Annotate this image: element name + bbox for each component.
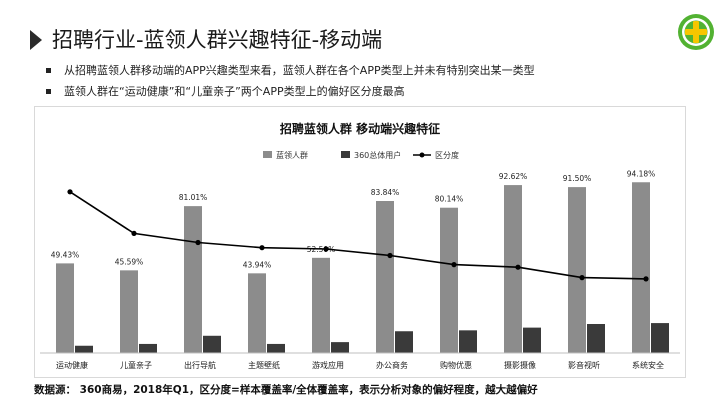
bar-value-label: 45.59% xyxy=(115,257,144,266)
x-tick-label: 儿童亲子 xyxy=(120,360,152,370)
x-tick-label: 游戏应用 xyxy=(312,360,344,370)
bar-overall-users xyxy=(395,331,413,353)
legend-line-marker xyxy=(419,152,425,158)
data-source-note: 数据源： 360商易，2018年Q1，区分度=样本覆盖率/全体覆盖率，表示分析对… xyxy=(34,384,538,396)
bar-overall-users xyxy=(75,345,93,353)
bar-blue-collar xyxy=(632,182,650,353)
bar-value-label: 81.01% xyxy=(179,193,208,202)
chart-title: 招聘蓝领人群 移动端兴趣特征 xyxy=(280,121,440,136)
bar-overall-users xyxy=(587,323,605,353)
bar-value-label: 83.84% xyxy=(371,188,400,197)
line-point xyxy=(131,230,137,236)
line-point xyxy=(451,262,457,268)
bar-blue-collar xyxy=(184,206,202,353)
bullet-item: 蓝领人群在“运动健康”和“儿童亲子”两个APP类型上的偏好区分度最高 xyxy=(42,81,702,102)
bar-overall-users xyxy=(139,343,157,353)
discrimination-line-path xyxy=(69,191,647,280)
line-point xyxy=(579,275,585,281)
line-point xyxy=(323,246,329,252)
360-plus-logo-icon xyxy=(678,14,714,50)
bar-blue-collar xyxy=(56,263,74,353)
x-tick-label: 运动健康 xyxy=(56,360,88,370)
line-point xyxy=(387,252,393,259)
line-point xyxy=(643,276,649,282)
bar-value-label: 92.62% xyxy=(499,172,528,181)
bar-value-label: 94.18% xyxy=(627,169,656,178)
legend-swatch-blue-collar xyxy=(263,151,272,158)
bar-overall-users xyxy=(331,342,349,353)
chart-legend: 蓝领人群 360总体用户 区分度 xyxy=(263,150,459,160)
bar-blue-collar xyxy=(248,273,266,353)
bar-overall-users xyxy=(459,330,477,353)
legend-label: 蓝领人群 xyxy=(276,150,308,160)
page-title: 招聘行业-蓝领人群兴趣特征-移动端 xyxy=(52,28,383,52)
x-tick-label: 影音视听 xyxy=(568,360,600,370)
x-tick-label: 摄影摄像 xyxy=(504,360,536,370)
title-arrow-icon xyxy=(30,30,42,50)
interest-chart: 招聘蓝领人群 移动端兴趣特征 蓝领人群 360总体用户 区分度 49.43% 45.5… xyxy=(40,121,680,370)
x-tick-label: 出行导航 xyxy=(184,360,216,370)
summary-bullets: 从招聘蓝领人群移动端的APP兴趣类型来看，蓝领人群在各个APP类型上并未有特别突… xyxy=(42,60,702,102)
line-point xyxy=(195,239,201,246)
x-tick-label: 主题壁纸 xyxy=(248,360,280,370)
bar-overall-users xyxy=(523,327,541,353)
x-tick-label: 办公商务 xyxy=(376,360,408,370)
x-axis-labels: 运动健康 儿童亲子 出行导航 主题壁纸 游戏应用 办公商务 购物优惠 摄影摄像 影音视听 系统安全 xyxy=(56,360,664,370)
bars-blue-collar xyxy=(56,182,650,353)
bar-value-label: 80.14% xyxy=(435,195,464,204)
x-tick-label: 购物优惠 xyxy=(440,360,472,370)
bar-overall-users xyxy=(267,343,285,353)
bullet-item: 从招聘蓝领人群移动端的APP兴趣类型来看，蓝领人群在各个APP类型上并未有特别突… xyxy=(42,60,702,81)
line-point xyxy=(67,189,73,195)
slide-header: 招聘行业-蓝领人群兴趣特征-移动端 xyxy=(30,20,670,56)
legend-label: 360总体用户 xyxy=(354,150,401,160)
line-point xyxy=(259,245,265,251)
bar-overall-users xyxy=(203,335,221,353)
bar-blue-collar xyxy=(120,270,138,353)
legend-label: 区分度 xyxy=(435,150,459,160)
x-tick-label: 系统安全 xyxy=(632,360,664,370)
bar-blue-collar xyxy=(504,185,522,353)
bar-value-label: 43.94% xyxy=(243,260,272,269)
discrimination-line xyxy=(67,189,649,282)
line-point xyxy=(515,264,521,270)
legend-swatch-overall xyxy=(341,151,350,158)
bar-blue-collar xyxy=(440,207,458,353)
bar-value-label: 49.43% xyxy=(51,250,80,259)
bars-overall-users xyxy=(75,323,669,353)
bar-value-label: 91.50% xyxy=(563,174,592,183)
bar-overall-users xyxy=(651,323,669,353)
bar-value-labels: 49.43%45.59%81.01%43.94%52.50%83.84%80.1… xyxy=(51,169,656,269)
chart-container: 招聘蓝领人群 移动端兴趣特征 蓝领人群 360总体用户 区分度 49.43% 45.5… xyxy=(34,106,686,378)
bar-blue-collar xyxy=(312,257,330,353)
bar-blue-collar xyxy=(568,187,586,353)
bar-blue-collar xyxy=(376,200,394,353)
